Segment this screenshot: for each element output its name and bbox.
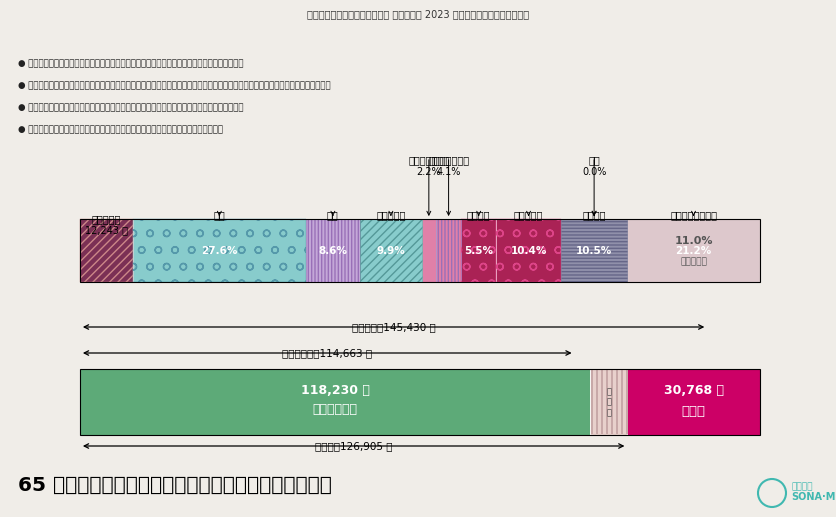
Bar <box>306 219 359 282</box>
Text: 被服および履物
2.2%: 被服および履物 2.2% <box>408 155 450 177</box>
Text: 118,230 円: 118,230 円 <box>300 384 370 397</box>
Bar <box>616 370 619 434</box>
Text: 教育
0.0%: 教育 0.0% <box>582 155 606 177</box>
Bar <box>133 219 306 282</box>
Text: 30,768 円: 30,768 円 <box>664 384 724 397</box>
Bar <box>561 219 627 282</box>
Bar <box>461 219 496 282</box>
Text: 交通・通信: 交通・通信 <box>514 210 543 220</box>
Text: 65 歳以上の単身世帯（高齢単身無職世帯）の家計収入: 65 歳以上の単身世帯（高齢単身無職世帯）の家計収入 <box>18 476 332 494</box>
Text: 食料: 食料 <box>213 210 225 220</box>
Bar <box>626 370 629 434</box>
Text: 5.5%: 5.5% <box>464 246 493 255</box>
Text: 住居: 住居 <box>327 210 339 220</box>
Bar <box>436 219 461 282</box>
Bar <box>436 219 461 282</box>
Text: ● 図中の「食料」から「その他の消費支出」までの割合（％）は、消費支出に占める割合です。: ● 図中の「食料」から「その他の消費支出」までの割合（％）は、消費支出に占める割… <box>18 103 243 112</box>
Text: 可処分所得　114,663 円: 可処分所得 114,663 円 <box>283 348 372 358</box>
Text: そ
の
他: そ の 他 <box>606 387 611 417</box>
Text: ● 図中の「社会保障給付」及び「その他」の割合（％）は、実収入に占める割合です。: ● 図中の「社会保障給付」及び「その他」の割合（％）は、実収入に占める割合です。 <box>18 125 223 134</box>
Text: ソナミラ: ソナミラ <box>791 482 813 492</box>
Bar <box>611 370 614 434</box>
Text: 光熱・水道: 光熱・水道 <box>376 210 405 220</box>
Text: うち交際費: うち交際費 <box>680 257 707 266</box>
Bar <box>359 219 422 282</box>
Text: 11.0%: 11.0% <box>675 236 713 246</box>
Bar <box>133 219 306 282</box>
Text: ● 図中の「不足分」とは、「実収入」と、「消費支出」及び「非消費支出」の計との差額です。: ● 図中の「不足分」とは、「実収入」と、「消費支出」及び「非消費支出」の計との差… <box>18 59 243 68</box>
Text: 社会保障給付: 社会保障給付 <box>313 403 358 416</box>
Bar <box>496 219 561 282</box>
Text: SONA·MIRA: SONA·MIRA <box>791 492 836 502</box>
Bar <box>80 219 760 282</box>
Bar <box>496 219 561 282</box>
Text: 家具・家事用品
4.1%: 家具・家事用品 4.1% <box>428 155 469 177</box>
Bar <box>359 219 422 282</box>
Text: 実収入　126,905 円: 実収入 126,905 円 <box>315 441 392 451</box>
Text: 教養娯楽: 教養娯楽 <box>583 210 606 220</box>
Bar <box>422 219 436 282</box>
Text: ● 図中の「消費支出」のうち、他の世帯への贈答品やサービスの支出は、「その他の消費支出」の「うち交際費」に含まれています。: ● 図中の「消費支出」のうち、他の世帯への贈答品やサービスの支出は、「その他の消… <box>18 81 330 90</box>
Text: 9.9%: 9.9% <box>376 246 405 255</box>
Text: 8.6%: 8.6% <box>319 246 348 255</box>
Bar <box>596 370 599 434</box>
Bar <box>80 219 133 282</box>
Bar <box>627 369 760 435</box>
Text: 消費支出　145,430 円: 消費支出 145,430 円 <box>352 322 436 332</box>
Text: 27.6%: 27.6% <box>201 246 237 255</box>
Text: 出典：総務省の「家計調査年報 家計収支編 2023 年」をもとにソナミラで作成: 出典：総務省の「家計調査年報 家計収支編 2023 年」をもとにソナミラで作成 <box>307 9 529 19</box>
Text: 保健医療: 保健医療 <box>467 210 491 220</box>
Text: 不足分: 不足分 <box>681 405 706 418</box>
Text: 10.5%: 10.5% <box>576 246 612 255</box>
Bar <box>80 219 133 282</box>
Text: 非消費支出
12,243 円: 非消費支出 12,243 円 <box>85 214 128 236</box>
Bar <box>621 370 624 434</box>
Bar <box>627 219 760 282</box>
Bar <box>306 219 359 282</box>
Text: その他の消費支出: その他の消費支出 <box>670 210 717 220</box>
Bar <box>590 369 627 435</box>
Bar <box>561 219 627 282</box>
Bar <box>591 370 594 434</box>
Bar <box>601 370 604 434</box>
Bar <box>606 370 609 434</box>
Bar <box>80 369 590 435</box>
Bar <box>80 369 760 435</box>
Bar <box>461 219 496 282</box>
Text: 10.4%: 10.4% <box>510 246 547 255</box>
Text: 21.2%: 21.2% <box>675 246 711 255</box>
